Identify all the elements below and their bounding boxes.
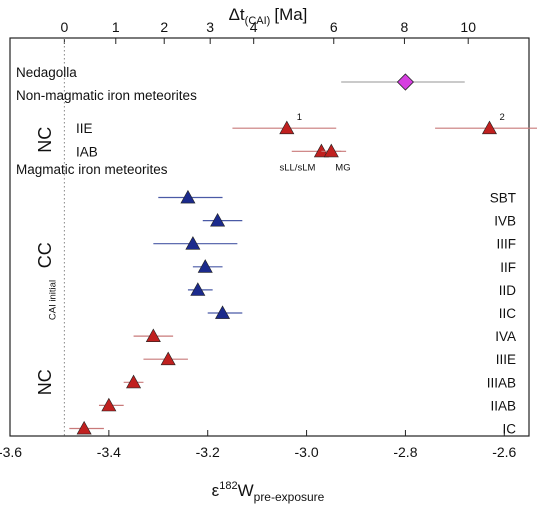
- section-label: Non-magmatic iron meteorites: [16, 88, 197, 103]
- bottom-tick-label: -3.0: [295, 444, 319, 460]
- top-tick-label: 8: [401, 19, 409, 35]
- bottom-tick-label: -3.2: [196, 444, 220, 460]
- row-label-right: IIC: [499, 306, 517, 321]
- triangle-marker: [313, 143, 329, 158]
- triangle-marker: [160, 351, 176, 366]
- row-label-left: IIE: [76, 121, 93, 136]
- bottom-tick-label: -2.6: [492, 444, 516, 460]
- data-point: [98, 397, 124, 412]
- top-tick-label: 0: [60, 19, 68, 35]
- top-tick-label: 3: [206, 19, 214, 35]
- bottom-axis-title-sub: pre-exposure: [254, 490, 325, 504]
- row-label-right: IIF: [500, 260, 516, 275]
- bottom-axis-title-sup: 182: [219, 480, 237, 492]
- top-tick-label: 2: [160, 19, 168, 35]
- data-point: [123, 374, 144, 389]
- row-label-right: IVB: [494, 214, 516, 229]
- section-label: Magmatic iron meteorites: [16, 162, 168, 177]
- triangle-marker: [210, 212, 226, 227]
- bottom-axis-title-w: W: [238, 481, 254, 500]
- triangle-marker: [180, 189, 196, 204]
- triangle-marker: [185, 236, 201, 250]
- diamond-marker: [396, 73, 414, 91]
- bottom-axis: -3.6 -3.4 -3.2 -3.0 -2.8 -2.6: [0, 430, 517, 460]
- point-tag: MG: [335, 162, 350, 173]
- bottom-axis-title: ε182Wpre-exposure: [212, 480, 325, 504]
- data-point: [69, 420, 104, 435]
- cai-initial-reference: CAI initial: [47, 38, 65, 436]
- triangle-marker: [76, 420, 92, 435]
- row-label-right: SBT: [490, 191, 516, 206]
- data-point: [192, 259, 223, 273]
- top-tick-label: 4: [250, 19, 258, 35]
- top-axis-title-unit: [Ma]: [274, 5, 307, 24]
- triangle-marker: [197, 259, 213, 273]
- row-label-right: IID: [499, 283, 517, 298]
- group-label: CC: [35, 242, 55, 268]
- triangle-marker: [279, 120, 295, 135]
- data-point: [158, 189, 223, 204]
- triangle-marker: [101, 397, 117, 412]
- plot-frame: [9, 37, 530, 437]
- top-axis-title-main: Δt: [229, 5, 245, 24]
- data-point: [143, 351, 188, 366]
- group-label: NC: [35, 369, 55, 395]
- top-axis-title-sub: (CAI): [245, 15, 271, 27]
- bottom-tick-label: -2.8: [393, 444, 417, 460]
- triangle-marker: [481, 120, 497, 135]
- row-label-right: IC: [503, 422, 517, 437]
- point-tag: 1: [297, 112, 302, 123]
- top-tick-label: 10: [460, 19, 476, 35]
- data-point: [341, 73, 465, 91]
- data-point: 2: [435, 112, 537, 135]
- triangle-marker: [215, 305, 231, 319]
- group-label: NC: [35, 127, 55, 153]
- top-tick-label: 6: [330, 19, 338, 35]
- data-point: 1: [232, 112, 337, 135]
- triangle-marker: [323, 143, 339, 158]
- row-label-right: IIIE: [496, 352, 516, 367]
- data-point: MG: [321, 143, 351, 173]
- bottom-axis-title-main: ε: [212, 481, 220, 500]
- bottom-tick-label: -3.6: [0, 444, 22, 460]
- row-label-left: IAB: [76, 144, 98, 159]
- row-label-right: IVA: [495, 329, 516, 344]
- data-point: [202, 212, 243, 227]
- triangle-marker: [145, 328, 161, 343]
- data-point: [187, 282, 213, 296]
- cai-initial-label: CAI initial: [47, 280, 58, 320]
- bottom-tick-label: -3.4: [97, 444, 121, 460]
- top-axis-title: Δt(CAI) [Ma]: [229, 5, 308, 27]
- data-points: 1 2 sLL/sLM MG: [69, 73, 537, 435]
- triangle-marker: [126, 374, 142, 389]
- row-label-right: IIIF: [497, 237, 517, 252]
- triangle-marker: [190, 282, 206, 296]
- data-point: [207, 305, 243, 319]
- data-point: [153, 236, 238, 250]
- row-labels: Nedagolla Non-magmatic iron meteorites Mag…: [16, 65, 516, 437]
- row-label-right: IIAB: [490, 398, 516, 413]
- row-label-right: IIIAB: [487, 375, 516, 390]
- data-point: [133, 328, 174, 343]
- section-label: Nedagolla: [16, 65, 77, 80]
- top-axis: 0 1 2 3 4 6 8 10: [60, 19, 476, 44]
- point-tag: 2: [499, 112, 504, 123]
- point-tag: sLL/sLM: [279, 162, 315, 173]
- top-tick-label: 1: [112, 19, 120, 35]
